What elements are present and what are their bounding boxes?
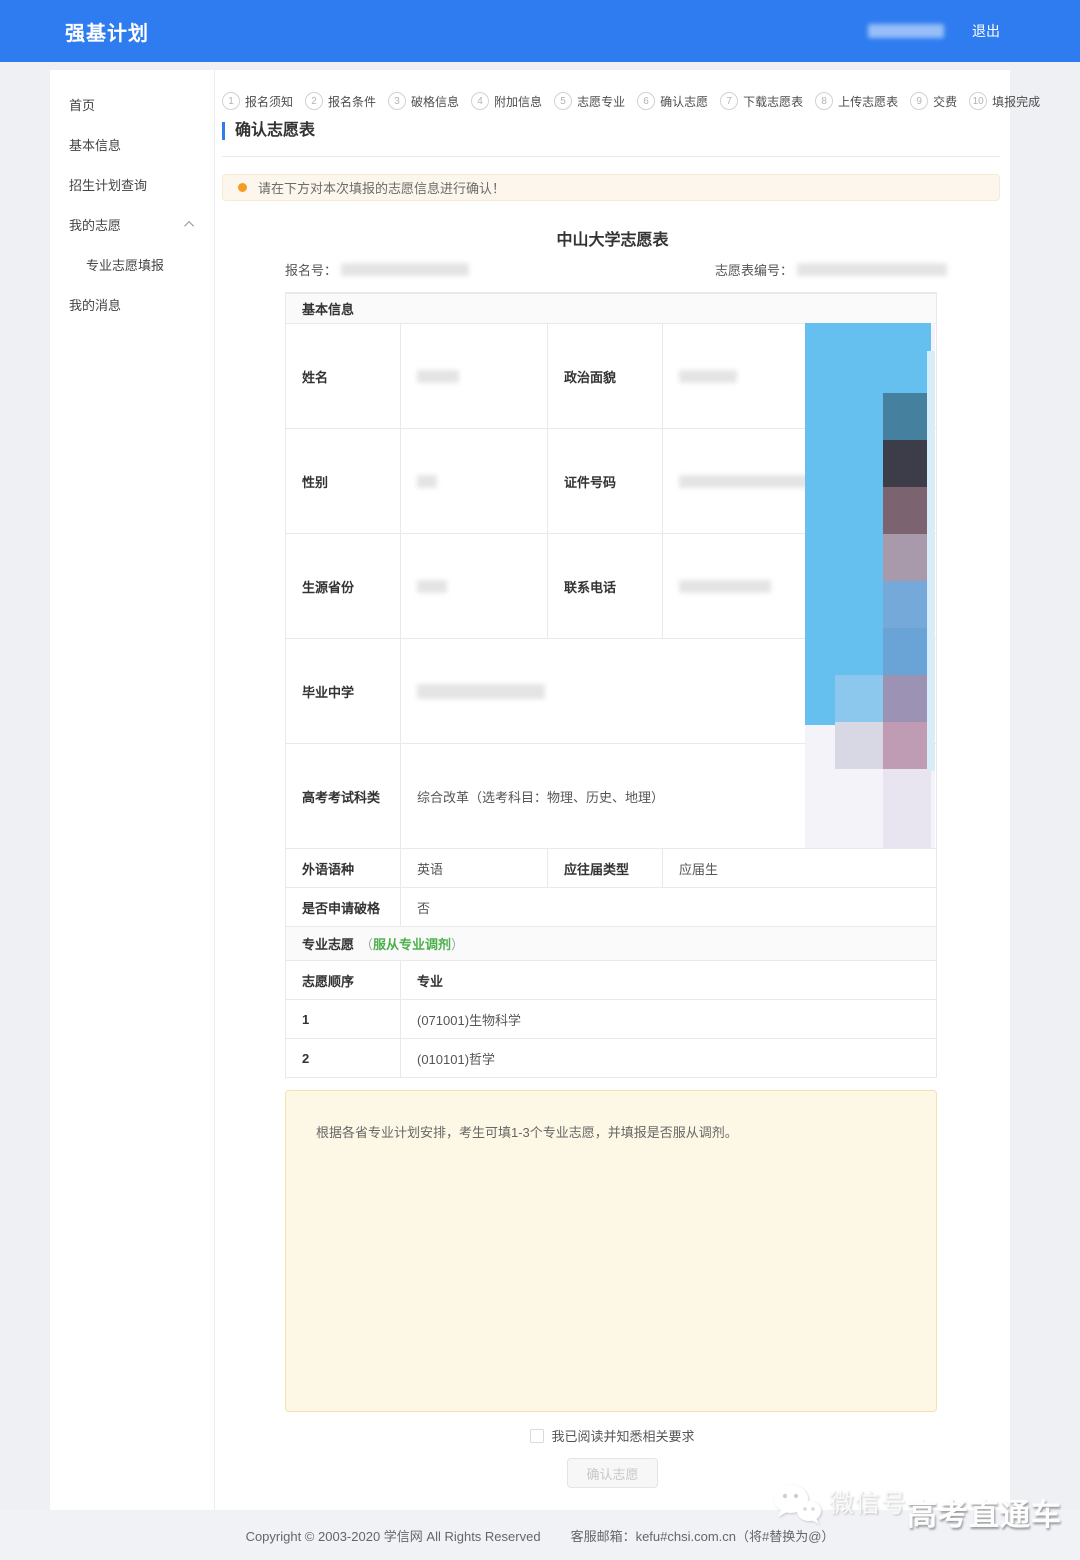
step-8: 8 上传志愿表 <box>815 92 898 110</box>
sidebar-item-my-messages[interactable]: 我的消息 <box>69 297 122 313</box>
step-indicator: 1 报名须知 2 报名条件 3 破格信息 4 附加信息 5 志愿专业 6 确认志愿 7 下载志… <box>222 92 1040 110</box>
registration-number: 报名号： <box>285 260 470 279</box>
sidebar-item-major-preference-filling[interactable]: 专业志愿填报 <box>86 257 165 273</box>
warning-dot-icon <box>238 183 247 192</box>
username-redacted <box>868 24 944 38</box>
page-head: 确认志愿表 <box>222 122 1000 157</box>
table-row: 生源省份 联系电话 <box>286 533 936 638</box>
table-section-majors: 专业志愿 （ 服从专业调剂 ） <box>286 926 936 960</box>
table-row: 外语语种 英语 应往届类型 应届生 <box>286 848 936 887</box>
table-section-basic-info: 基本信息 <box>286 293 936 323</box>
sidebar-item-home[interactable]: 首页 <box>69 97 96 113</box>
exam-category-value: 综合改革（选考科目：物理、历史、地理） <box>417 789 665 805</box>
logout-button[interactable]: 退出 <box>972 23 1000 39</box>
service-email-text: 客服邮箱：kefu#chsi.com.cn（将#替换为@） <box>570 1528 835 1544</box>
app-title: 强基计划 <box>65 22 149 45</box>
province-redacted <box>417 579 447 593</box>
note-box: 根据各省专业计划安排，考生可填1-3个专业志愿，并填报是否服从调剂。 <box>285 1090 937 1412</box>
major-name: (071001)生物科学 <box>417 1012 522 1028</box>
agree-checkbox[interactable] <box>530 1428 545 1443</box>
page-title: 确认志愿表 <box>222 122 1000 140</box>
wechat-account-name: 高考直通车 <box>907 1499 1062 1532</box>
warning-text: 请在下方对本次填报的志愿信息进行确认！ <box>258 181 506 196</box>
table-row: 毕业中学 <box>286 638 936 743</box>
step-6: 6 确认志愿 <box>637 92 708 110</box>
sidebar-item-basic-info[interactable]: 基本信息 <box>69 137 122 153</box>
form-meta: 报名号： 志愿表编号： <box>285 260 947 279</box>
step-4: 4 附加信息 <box>471 92 542 110</box>
form-title: 中山大学志愿表 <box>556 232 669 249</box>
sidebar-item-enrollment-plan[interactable]: 招生计划查询 <box>69 177 148 193</box>
major-row: 1 (071001)生物科学 <box>286 999 936 1038</box>
step-2: 2 报名条件 <box>305 92 376 110</box>
phone-redacted <box>679 579 771 593</box>
table-row: 姓名 政治面貌 <box>286 323 936 428</box>
political-status-redacted <box>679 369 737 383</box>
candidate-photo <box>805 323 935 848</box>
sidebar: 首页 基本信息 招生计划查询 我的志愿 专业志愿填报 我的消息 <box>50 70 215 1510</box>
note-text: 根据各省专业计划安排，考生可填1-3个专业志愿，并填报是否服从调剂。 <box>316 1125 738 1140</box>
registration-number-redacted <box>341 263 470 276</box>
confirm-button[interactable]: 确认志愿 <box>567 1458 658 1488</box>
copyright-text: Copyright © 2003-2020 学信网 All Rights Res… <box>245 1528 541 1544</box>
foreign-language-value: 英语 <box>401 849 548 887</box>
step-10: 10 填报完成 <box>969 92 1040 110</box>
name-redacted <box>417 369 459 383</box>
sidebar-item-my-preferences[interactable]: 我的志愿 <box>50 204 214 244</box>
majors-header-row: 志愿顺序 专业 <box>286 960 936 999</box>
wechat-icon <box>773 1485 821 1524</box>
table-row: 性别 证件号码 <box>286 428 936 533</box>
graduate-type-value: 应届生 <box>679 861 719 877</box>
agree-checkbox-label: 我已阅读并知悉相关要求 <box>551 1429 695 1444</box>
step-7: 7 下载志愿表 <box>720 92 803 110</box>
step-5: 5 志愿专业 <box>554 92 625 110</box>
exception-apply-value: 否 <box>417 900 431 916</box>
step-1: 1 报名须知 <box>222 92 293 110</box>
footer: Copyright © 2003-2020 学信网 All Rights Res… <box>0 1510 1080 1560</box>
table-row: 是否申请破格 否 <box>286 887 936 926</box>
table-row: 高考考试科类 综合改革（选考科目：物理、历史、地理） <box>286 743 936 848</box>
wechat-label: 微信号 <box>828 1490 907 1518</box>
major-name: (010101)哲学 <box>417 1051 496 1067</box>
warning-alert: 请在下方对本次填报的志愿信息进行确认！ <box>222 174 1000 201</box>
obey-adjustment-label: 服从专业调剂 <box>373 937 452 952</box>
content-area: 1 报名须知 2 报名条件 3 破格信息 4 附加信息 5 志愿专业 6 确认志愿 7 下载志… <box>215 70 1040 1510</box>
form-number-redacted <box>797 263 947 276</box>
school-redacted <box>417 683 545 699</box>
preference-table: 基本信息 姓名 政治面貌 性别 证件号码 生源省份 联系电话 <box>285 292 937 1078</box>
gender-redacted <box>417 474 437 488</box>
major-row: 2 (010101)哲学 <box>286 1038 936 1077</box>
wechat-watermark: 微信号 高考直通车 <box>771 1478 1062 1534</box>
confirm-row: 我已阅读并知悉相关要求 <box>215 1426 1010 1445</box>
form-number: 志愿表编号： <box>715 260 947 279</box>
chevron-up-icon <box>184 220 195 231</box>
top-bar: 强基计划 退出 <box>0 0 1080 62</box>
step-3: 3 破格信息 <box>388 92 459 110</box>
step-9: 9 交费 <box>910 92 957 110</box>
